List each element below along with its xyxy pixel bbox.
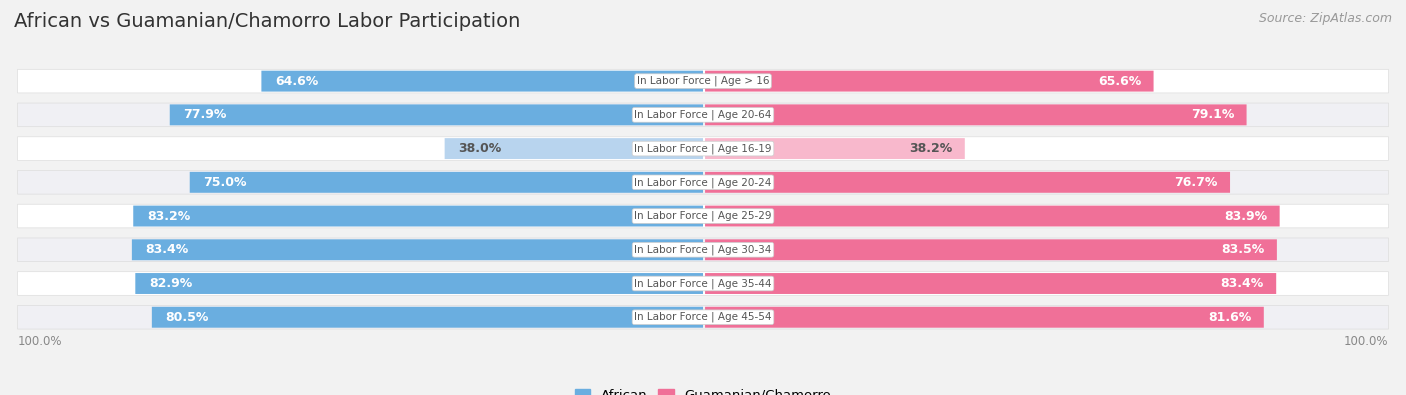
FancyBboxPatch shape — [134, 205, 703, 226]
Text: 38.2%: 38.2% — [910, 142, 952, 155]
Text: 83.2%: 83.2% — [148, 210, 190, 222]
Text: In Labor Force | Age 25-29: In Labor Force | Age 25-29 — [634, 211, 772, 221]
FancyBboxPatch shape — [17, 70, 1389, 93]
FancyBboxPatch shape — [170, 104, 703, 125]
FancyBboxPatch shape — [704, 138, 965, 159]
Text: 79.1%: 79.1% — [1191, 108, 1234, 121]
FancyBboxPatch shape — [17, 171, 1389, 194]
Text: 83.9%: 83.9% — [1225, 210, 1267, 222]
FancyBboxPatch shape — [152, 307, 703, 328]
Text: 82.9%: 82.9% — [149, 277, 193, 290]
Text: 80.5%: 80.5% — [166, 311, 209, 324]
Text: African vs Guamanian/Chamorro Labor Participation: African vs Guamanian/Chamorro Labor Part… — [14, 12, 520, 31]
Text: 65.6%: 65.6% — [1098, 75, 1142, 88]
Text: Source: ZipAtlas.com: Source: ZipAtlas.com — [1258, 12, 1392, 25]
FancyBboxPatch shape — [444, 138, 703, 159]
Text: 75.0%: 75.0% — [204, 176, 247, 189]
Text: 100.0%: 100.0% — [17, 335, 62, 348]
FancyBboxPatch shape — [17, 103, 1389, 127]
FancyBboxPatch shape — [704, 205, 1279, 226]
Text: In Labor Force | Age 30-34: In Labor Force | Age 30-34 — [634, 245, 772, 255]
Text: In Labor Force | Age 35-44: In Labor Force | Age 35-44 — [634, 278, 772, 289]
Text: In Labor Force | Age > 16: In Labor Force | Age > 16 — [637, 76, 769, 87]
FancyBboxPatch shape — [135, 273, 703, 294]
Text: 38.0%: 38.0% — [458, 142, 502, 155]
Text: 81.6%: 81.6% — [1208, 311, 1251, 324]
FancyBboxPatch shape — [262, 71, 703, 92]
FancyBboxPatch shape — [132, 239, 703, 260]
Text: In Labor Force | Age 45-54: In Labor Force | Age 45-54 — [634, 312, 772, 322]
FancyBboxPatch shape — [17, 305, 1389, 329]
FancyBboxPatch shape — [17, 272, 1389, 295]
FancyBboxPatch shape — [704, 273, 1277, 294]
FancyBboxPatch shape — [17, 204, 1389, 228]
FancyBboxPatch shape — [17, 137, 1389, 160]
Text: 64.6%: 64.6% — [276, 75, 318, 88]
Text: 83.4%: 83.4% — [146, 243, 188, 256]
FancyBboxPatch shape — [190, 172, 703, 193]
Text: 83.4%: 83.4% — [1220, 277, 1264, 290]
Text: In Labor Force | Age 20-24: In Labor Force | Age 20-24 — [634, 177, 772, 188]
FancyBboxPatch shape — [704, 104, 1247, 125]
Text: In Labor Force | Age 16-19: In Labor Force | Age 16-19 — [634, 143, 772, 154]
FancyBboxPatch shape — [704, 71, 1153, 92]
Text: In Labor Force | Age 20-64: In Labor Force | Age 20-64 — [634, 109, 772, 120]
Legend: African, Guamanian/Chamorro: African, Guamanian/Chamorro — [569, 384, 837, 395]
FancyBboxPatch shape — [704, 307, 1264, 328]
Text: 100.0%: 100.0% — [1344, 335, 1389, 348]
FancyBboxPatch shape — [17, 238, 1389, 261]
FancyBboxPatch shape — [704, 172, 1230, 193]
Text: 76.7%: 76.7% — [1174, 176, 1218, 189]
Text: 83.5%: 83.5% — [1222, 243, 1264, 256]
FancyBboxPatch shape — [704, 239, 1277, 260]
Text: 77.9%: 77.9% — [184, 108, 226, 121]
